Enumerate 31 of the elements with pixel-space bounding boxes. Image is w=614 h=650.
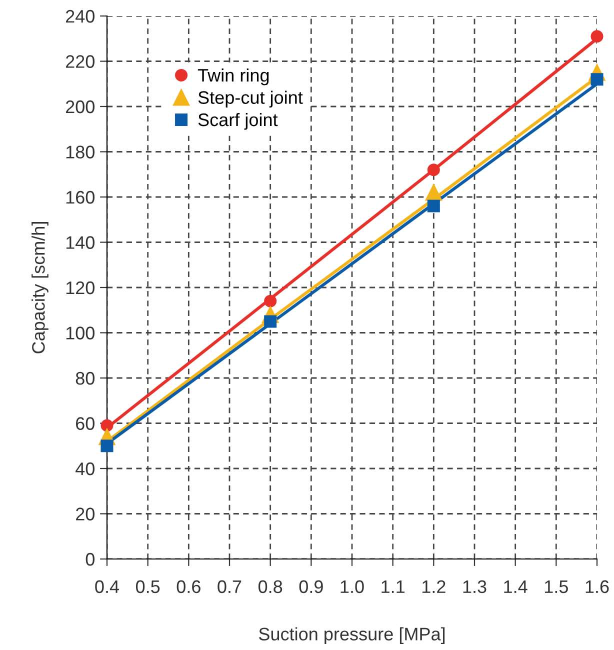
y-axis-title: Capacity [scm/h] xyxy=(32,222,48,354)
y-tick-label: 80 xyxy=(76,372,94,385)
y-tick-label: 240 xyxy=(66,10,94,23)
x-tick-label: 0.5 xyxy=(136,580,160,594)
y-tick-label: 120 xyxy=(66,281,94,294)
y-tick-label: 20 xyxy=(76,508,94,520)
y-tick-label: 220 xyxy=(66,55,94,68)
x-tick-label: 0.8 xyxy=(258,580,282,594)
y-tick-label: 180 xyxy=(66,146,94,158)
y-tick-label: 100 xyxy=(66,326,94,340)
x-tick-label: 1.3 xyxy=(463,580,486,594)
x-tick-label: 0.7 xyxy=(218,580,242,594)
x-tick-label: 0.6 xyxy=(176,580,200,594)
x-tick-label: 0.4 xyxy=(95,580,120,594)
x-tick-label: 1.2 xyxy=(422,580,446,593)
legend-label: Twin ring xyxy=(198,68,269,86)
x-tick-label: 1.4 xyxy=(504,580,528,593)
legend-label: Scarf joint xyxy=(198,112,278,130)
x-tick-label: 1.0 xyxy=(340,580,364,594)
y-tick-label: 140 xyxy=(66,236,94,249)
y-tick-label: 160 xyxy=(66,190,94,204)
x-axis-title: Suction pressure [MPa] xyxy=(258,627,445,644)
y-tick-label: 60 xyxy=(76,417,94,430)
legend-label: Step-cut joint xyxy=(198,90,303,108)
y-tick-label: 0 xyxy=(86,552,94,566)
x-tick-label: 0.9 xyxy=(299,580,323,594)
y-tick-label: 200 xyxy=(66,100,94,114)
y-tick-label: 40 xyxy=(76,462,94,476)
x-tick-label: 1.1 xyxy=(382,580,405,593)
x-tick-label: 1.6 xyxy=(586,580,609,594)
x-tick-label: 1.5 xyxy=(544,580,568,594)
